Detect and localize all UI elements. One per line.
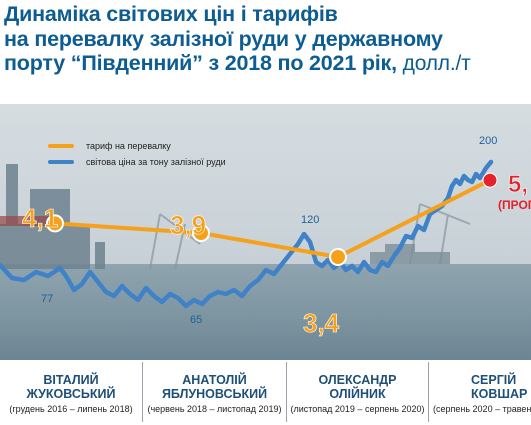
ministers-footer: ВІТАЛИЙ ЖУКОВСЬКИЙ (грудень 2016 – липень…: [0, 360, 531, 425]
data-labels: 4,1 3,9 3,4 5,(ПРОГ 77 65 120 200: [22, 135, 531, 338]
harbor-photo-background: [0, 104, 531, 360]
minister-name-3-line-1: ОЛЕКСАНДР: [318, 373, 397, 387]
footer-divider-1: [142, 362, 143, 422]
legend-label-price: світова ціна за тону залізної руди: [86, 157, 226, 167]
title-line-3: порту “Південний” з 2018 по 2021 рік, до…: [4, 51, 531, 77]
minister-name-2-line-1: АНАТОЛІЙ: [182, 373, 247, 387]
harbor-photo-svg: [0, 104, 531, 360]
minister-term-1: (грудень 2016 – липень 2018): [9, 404, 133, 414]
price-label-1: 77: [41, 293, 53, 305]
tariff-point-2: [192, 224, 210, 242]
minister-term-3: (листопад 2019 – серпень 2020): [290, 404, 425, 414]
footer-divider-3: [428, 362, 429, 422]
legend-label-tariff: тариф на перевалку: [86, 141, 171, 151]
tariff-forecast-label: 5,: [508, 171, 528, 198]
tariff-label-3: 3,4: [303, 308, 340, 338]
tariff-point-3: [329, 248, 347, 266]
tariff-point-1: [46, 214, 64, 233]
minister-name-1-line-2: ЖУКОВСЬКИЙ: [26, 387, 116, 401]
tariff-forecast-point: [482, 172, 498, 188]
sea: [0, 264, 531, 360]
minister-name-3: ОЛЕКСАНДР ОЛІЙНИК: [287, 373, 428, 401]
price-label-4: 200: [479, 135, 497, 147]
minister-name-1: ВІТАЛИЙ ЖУКОВСЬКИЙ: [0, 373, 142, 401]
title-unit: долл./т: [402, 52, 471, 75]
minister-column-2: АНАТОЛІЙ ЯБЛУНОВСЬКИЙ (червень 2018 – лис…: [143, 360, 286, 425]
forecast-note: (ПРОГ: [498, 198, 531, 212]
minister-column-4: СЕРГІЙ КОВШАР (серпень 2020 – травень: [429, 360, 531, 425]
minister-column-3: ОЛЕКСАНДР ОЛІЙНИК (листопад 2019 – серпен…: [287, 360, 428, 425]
minister-name-4: СЕРГІЙ КОВШАР: [429, 373, 531, 401]
minister-name-2: АНАТОЛІЙ ЯБЛУНОВСЬКИЙ: [143, 373, 286, 401]
minister-name-2-line-2: ЯБЛУНОВСЬКИЙ: [161, 387, 268, 401]
title-line-2: на перевалку залізної руди у державному: [4, 26, 443, 51]
price-line: [0, 159, 494, 309]
tariff-series: [46, 172, 498, 266]
price-label-2: 65: [190, 314, 202, 326]
tariff-line: [53, 178, 492, 259]
tariff-label-1: 4,1: [22, 203, 58, 233]
minister-column-1: ВІТАЛИЙ ЖУКОВСЬКИЙ (грудень 2016 – липень…: [0, 360, 142, 425]
price-series: [0, 159, 494, 309]
minister-term-4: (серпень 2020 – травень: [433, 404, 531, 414]
minister-name-4-line-1: СЕРГІЙ: [471, 373, 517, 387]
minister-name-1-line-1: ВІТАЛИЙ: [43, 373, 99, 387]
title-line-1: Динаміка світових цін і тарифів: [4, 2, 338, 26]
minister-name-4-line-2: КОВШАР: [471, 387, 528, 401]
chart-title: Динаміка світових цін і тарифів на перев…: [4, 2, 531, 77]
minister-term-2: (червень 2018 – листопад 2019): [147, 404, 282, 414]
title-line-3-text: порту “Південний” з 2018 по 2021 рік,: [4, 51, 397, 75]
legend: тариф на перевалку світова ціна за тону …: [48, 141, 226, 167]
minister-name-3-line-2: ОЛІЙНИК: [329, 387, 386, 401]
tariff-label-2: 3,9: [170, 210, 206, 240]
footer-divider-2: [286, 362, 287, 422]
price-label-3: 120: [301, 214, 319, 226]
